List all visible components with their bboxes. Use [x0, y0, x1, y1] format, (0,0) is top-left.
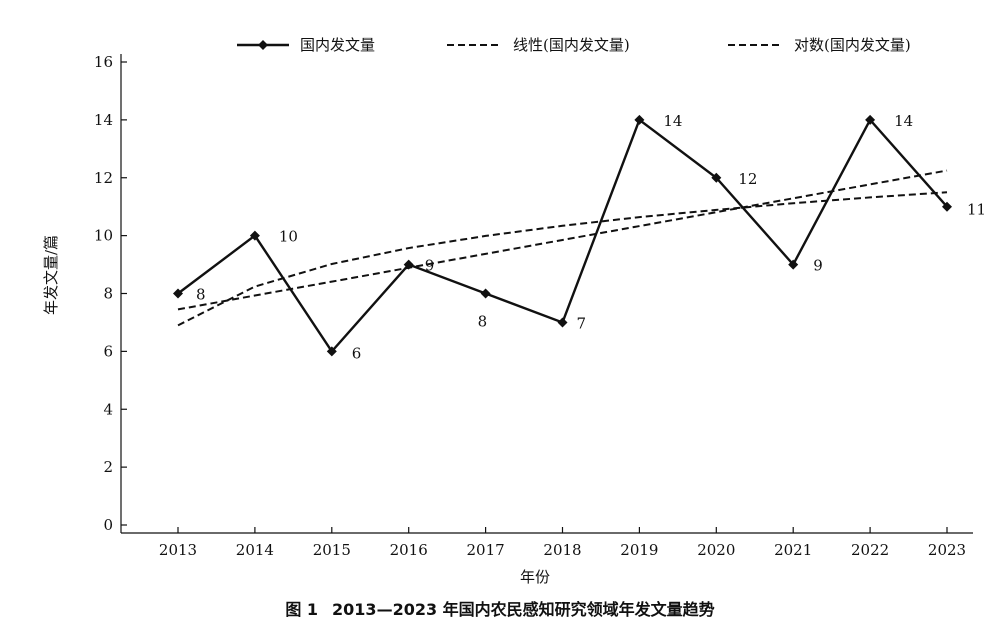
x-tick-label: 2016 [390, 541, 428, 559]
data-label: 8 [196, 286, 206, 304]
linear-trend-line [177, 169, 948, 311]
x-tick-label: 2014 [236, 541, 274, 559]
data-label: 6 [352, 344, 362, 362]
y-tick-label: 12 [94, 169, 113, 187]
x-tick-label: 2015 [313, 541, 351, 559]
line-chart: 0 2 4 6 8 10 12 14 16 2013 2014 2015 2016 2017 2018 201… [42, 36, 986, 586]
log-trend-line [177, 191, 948, 327]
y-tick-label: 10 [94, 227, 113, 245]
y-tick-label: 6 [103, 342, 113, 360]
legend-item-linear: 线性(国内发文量) [447, 36, 630, 54]
data-label: 7 [577, 314, 587, 332]
legend-label: 线性(国内发文量) [513, 36, 630, 54]
axes: 0 2 4 6 8 10 12 14 16 2013 2014 2015 2016 2017 2018 201… [94, 53, 973, 559]
y-axis-title: 年发文量/篇 [42, 235, 60, 315]
legend: 国内发文量 线性(国内发文量) 对数(国内发文量) [237, 36, 911, 54]
data-labels: 8 10 6 9 8 7 14 12 9 14 11 [196, 112, 986, 363]
data-label: 10 [279, 228, 298, 246]
legend-label: 国内发文量 [300, 36, 375, 54]
data-point-marker [711, 172, 722, 183]
data-label: 9 [425, 257, 435, 275]
x-tick-label: 2021 [774, 541, 812, 559]
y-tick-label: 14 [94, 111, 113, 129]
data-point-marker [634, 114, 645, 125]
data-point-marker [557, 317, 568, 328]
x-axis-title: 年份 [520, 568, 550, 586]
main-series [173, 114, 952, 357]
legend-marker [258, 40, 268, 50]
data-point-marker [173, 288, 183, 299]
data-point-marker [326, 346, 337, 357]
data-point-marker [480, 288, 491, 299]
legend-item-log: 对数(国内发文量) [728, 36, 911, 54]
figure-caption: 图 1 2013—2023 年国内农民感知研究领域年发文量趋势 [0, 596, 1000, 620]
figure-label: 图 1 [285, 600, 319, 619]
y-tick-label: 16 [94, 53, 113, 71]
legend-item-main: 国内发文量 [237, 36, 375, 54]
x-tick-label: 2022 [851, 541, 889, 559]
y-tick-label: 8 [103, 285, 113, 303]
trend-lines [177, 169, 948, 327]
data-label: 9 [813, 257, 823, 275]
x-tick-label: 2019 [620, 541, 658, 559]
y-tick-label: 0 [103, 516, 113, 534]
data-label: 14 [894, 112, 913, 130]
legend-label: 对数(国内发文量) [794, 36, 911, 54]
data-label: 8 [478, 313, 488, 331]
x-tick-label: 2020 [697, 541, 735, 559]
y-tick-label: 4 [103, 400, 113, 418]
data-point-marker [249, 230, 260, 241]
x-tick-label: 2018 [543, 541, 581, 559]
x-tick-label: 2013 [159, 541, 197, 559]
x-tick-label: 2017 [467, 541, 505, 559]
data-label: 11 [967, 201, 986, 219]
data-point-marker [865, 114, 876, 125]
data-point-marker [403, 259, 414, 270]
data-label: 14 [663, 112, 682, 130]
caption-text: 2013—2023 年国内农民感知研究领域年发文量趋势 [332, 600, 715, 619]
y-tick-label: 2 [103, 458, 113, 476]
data-label: 12 [738, 170, 757, 188]
data-point-marker [942, 201, 952, 212]
data-point-marker [788, 259, 799, 270]
x-tick-label: 2023 [928, 541, 966, 559]
